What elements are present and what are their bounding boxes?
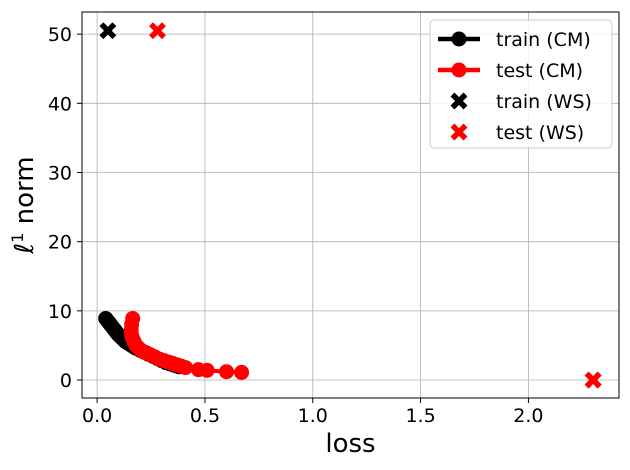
legend-entry: test (CM) bbox=[438, 60, 583, 82]
axis-ticks: 0.0 0.5 1.0 1.5 2.0 0 10 20 30 40 50 bbox=[48, 24, 544, 427]
y-tick-label: 10 bbox=[48, 301, 72, 323]
y-tick-label: 0 bbox=[60, 370, 72, 392]
legend-label: train (CM) bbox=[496, 29, 591, 51]
legend-entry: train (WS) bbox=[450, 91, 592, 113]
y-tick-label: 20 bbox=[48, 232, 72, 254]
y-axis-label-text: norm bbox=[10, 156, 40, 232]
legend-x-marker-swatch bbox=[450, 123, 468, 141]
y-axis-label-symbol: ℓ bbox=[10, 243, 40, 255]
y-axis-label: ℓ1 norm bbox=[8, 156, 40, 254]
legend-box bbox=[429, 19, 613, 149]
series-3 bbox=[149, 22, 602, 389]
legend-entries: train (CM) test (CM) train (WS) test (WS) bbox=[438, 29, 592, 144]
x-tick-label: 2.0 bbox=[513, 405, 543, 427]
legend-label: test (WS) bbox=[496, 122, 584, 144]
legend: train (CM) test (CM) train (WS) test (WS) bbox=[429, 19, 613, 149]
data-point-x-marker bbox=[149, 22, 166, 40]
data-point-x-marker bbox=[584, 371, 602, 389]
legend-x-marker-swatch bbox=[450, 92, 468, 110]
legend-marker-swatch bbox=[451, 62, 467, 78]
x-tick-label: 1.5 bbox=[405, 405, 435, 427]
x-axis-label: loss bbox=[325, 429, 375, 459]
x-tick-label: 0.0 bbox=[82, 405, 112, 427]
y-tick-label: 50 bbox=[48, 24, 72, 46]
data-point bbox=[218, 364, 234, 380]
legend-label: train (WS) bbox=[496, 91, 592, 113]
y-tick-label: 30 bbox=[48, 162, 72, 184]
legend-entry: test (WS) bbox=[450, 122, 584, 144]
data-point-x-marker bbox=[99, 22, 117, 40]
plot-frame bbox=[81, 11, 620, 399]
data-point bbox=[234, 364, 250, 380]
x-tick-label: 1.0 bbox=[298, 405, 328, 427]
legend-label: test (CM) bbox=[496, 60, 583, 82]
data-point bbox=[178, 360, 194, 376]
y-axis-label-superscript: 1 bbox=[8, 233, 27, 243]
data-point bbox=[199, 362, 215, 378]
plot-series bbox=[98, 22, 602, 389]
x-tick-label: 0.5 bbox=[190, 405, 220, 427]
y-tick-label: 40 bbox=[48, 93, 72, 115]
legend-marker-swatch bbox=[451, 31, 467, 47]
series-1 bbox=[123, 310, 250, 380]
legend-entry: train (CM) bbox=[438, 29, 591, 51]
